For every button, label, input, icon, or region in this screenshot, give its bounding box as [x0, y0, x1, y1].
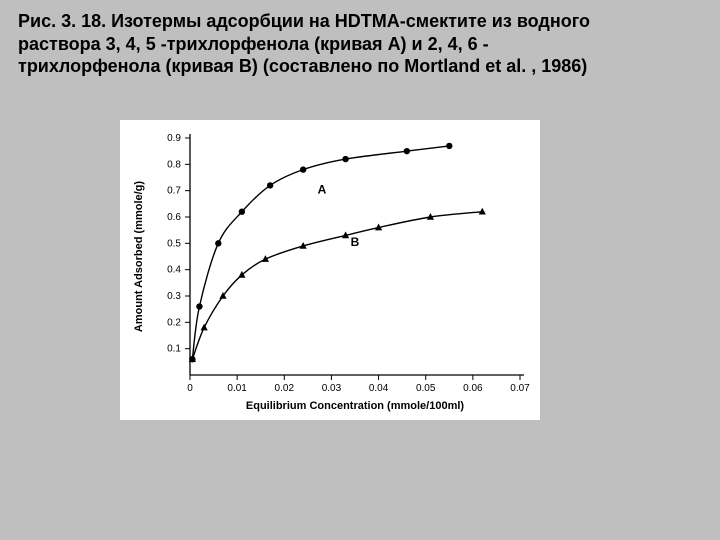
svg-text:0.03: 0.03: [322, 383, 342, 394]
caption-line: раствора 3, 4, 5 -трихлорфенола (кривая …: [18, 33, 702, 56]
svg-text:B: B: [351, 235, 360, 249]
svg-text:0.05: 0.05: [416, 383, 436, 394]
svg-text:0.3: 0.3: [167, 291, 181, 302]
svg-text:0.1: 0.1: [167, 344, 181, 355]
svg-text:0.01: 0.01: [227, 383, 247, 394]
isotherm-chart: 0.1 0.2 0.3 0.4 0.5 0.6 0.7 0.8 0.9 0 0.01 0.02 0.03…: [120, 120, 540, 420]
figure-caption: Рис. 3. 18. Изотермы адсорбции на HDTMA-…: [18, 10, 702, 78]
svg-text:0.06: 0.06: [463, 383, 483, 394]
svg-text:0: 0: [187, 383, 193, 394]
chart-container: 0.1 0.2 0.3 0.4 0.5 0.6 0.7 0.8 0.9 0 0.01 0.02 0.03…: [120, 120, 540, 420]
svg-text:A: A: [318, 182, 327, 196]
svg-text:0.8: 0.8: [167, 159, 181, 170]
svg-text:Amount Adsorbed (mmole/g): Amount Adsorbed (mmole/g): [133, 181, 145, 332]
svg-text:0.4: 0.4: [167, 265, 181, 276]
svg-text:0.5: 0.5: [167, 238, 181, 249]
svg-text:0.07: 0.07: [510, 383, 530, 394]
caption-line: Рис. 3. 18. Изотермы адсорбции на HDTMA-…: [18, 10, 702, 33]
svg-text:0.6: 0.6: [167, 212, 181, 223]
svg-text:0.9: 0.9: [167, 133, 181, 144]
caption-line: трихлорфенола (кривая B) (составлено по …: [18, 55, 702, 78]
svg-text:0.04: 0.04: [369, 383, 389, 394]
svg-text:Equilibrium Concentration (mmo: Equilibrium Concentration (mmole/100ml): [246, 400, 465, 412]
svg-text:0.7: 0.7: [167, 186, 181, 197]
svg-text:0.02: 0.02: [275, 383, 295, 394]
svg-text:0.2: 0.2: [167, 317, 181, 328]
